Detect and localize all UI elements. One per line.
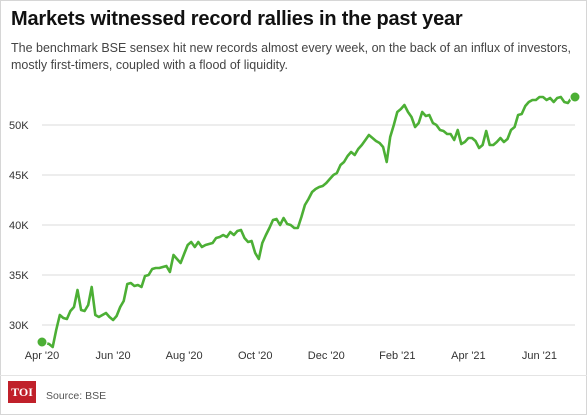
start-point-marker [36, 336, 48, 348]
x-tick-label: Feb '21 [379, 350, 415, 362]
footer-divider [0, 375, 587, 376]
chart-footer: TOI Source: BSE [8, 381, 583, 409]
x-tick-label: Oct '20 [238, 350, 273, 362]
sensex-series-line [40, 95, 577, 349]
y-tick-label: 50K [9, 120, 29, 132]
y-tick-label: 45K [9, 170, 29, 182]
chart-subtitle: The benchmark BSE sensex hit new records… [11, 41, 571, 72]
x-tick-label: Apr '21 [451, 350, 486, 362]
y-tick-label: 35K [9, 270, 29, 282]
y-tick-label: 30K [9, 320, 29, 332]
x-tick-label: Jun '21 [522, 350, 557, 362]
x-tick-label: Aug '20 [166, 350, 203, 362]
source-note: Source: BSE [46, 390, 107, 402]
x-tick-label: Jun '20 [95, 350, 130, 362]
end-point-marker [569, 91, 581, 103]
x-tick-label: Apr '20 [25, 350, 60, 362]
toi-logo: TOI [8, 381, 36, 403]
sensex-line-chart: 30K 35K 40K 45K 50K Apr '20 Jun '20 Aug '20 Oct … [9, 91, 581, 362]
x-tick-label: Dec '20 [308, 350, 345, 362]
chart-title: Markets witnessed record rallies in the … [11, 8, 463, 30]
y-tick-label: 40K [9, 220, 29, 232]
